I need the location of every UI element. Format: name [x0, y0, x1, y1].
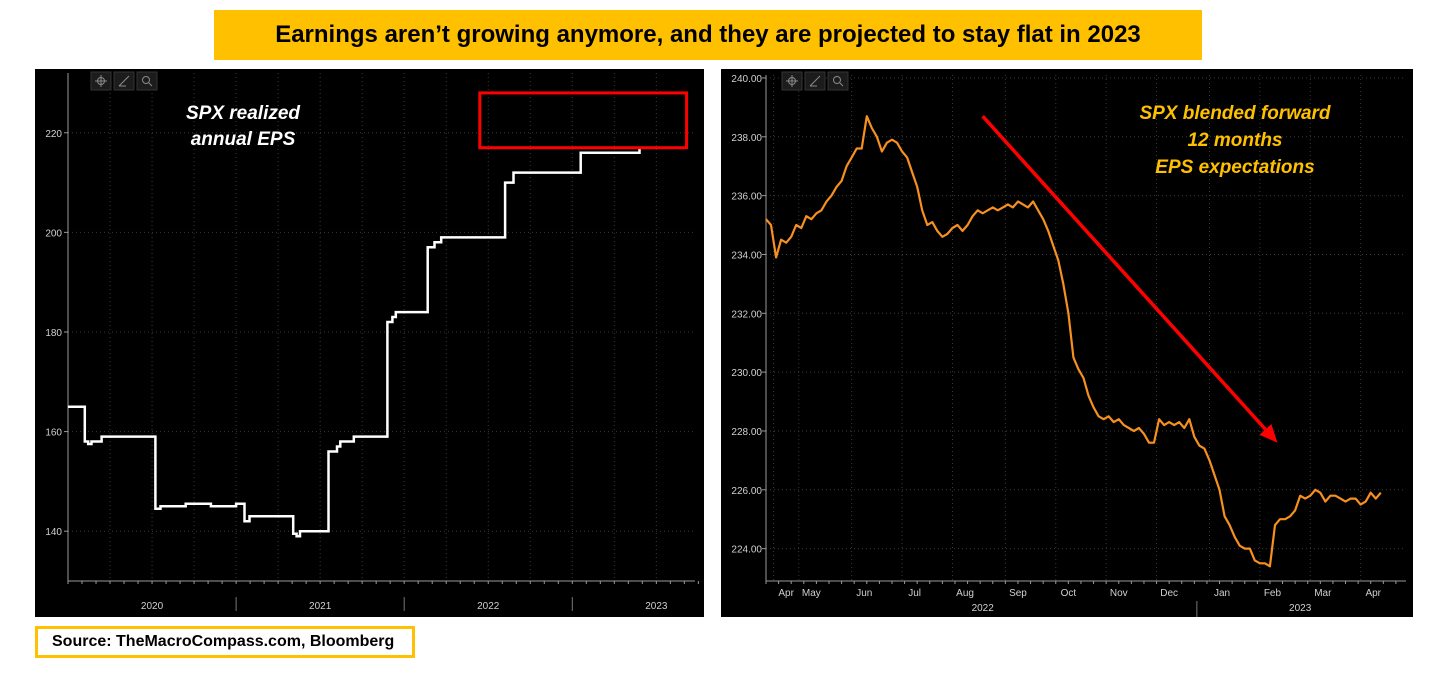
right-xtick-label: Jul	[908, 588, 921, 599]
right-ytick-label: 226.00	[731, 486, 762, 497]
source-box: Source: TheMacroCompass.com, Bloomberg	[35, 626, 415, 658]
right-ytick-label: 238.00	[731, 133, 762, 144]
right-ytick-label: 234.00	[731, 250, 762, 261]
forward-eps-chart: 224.00 226.00 228.00 230.00 232.00 234.00 236.…	[731, 71, 1406, 617]
crosshair-icon	[786, 75, 798, 87]
left-chart-panel: 140 160 180 200 220 2020 2021 2022 2023 SPX reali…	[35, 69, 704, 617]
magnifier-icon	[833, 76, 844, 87]
left-xtick-label: 2021	[309, 601, 332, 612]
magnifier-icon-box	[827, 71, 849, 91]
realized-eps-line	[68, 146, 674, 538]
left-xtick-label: 2022	[477, 601, 500, 612]
right-xtick-label: Oct	[1061, 588, 1077, 599]
left-annotation: SPX realized annual EPS	[186, 103, 300, 150]
draw-line-icon	[809, 75, 821, 87]
left-ytick-label: 180	[45, 328, 62, 339]
right-ytick-label: 236.00	[731, 192, 762, 203]
crosshair-icon	[95, 75, 107, 87]
left-ytick-label: 160	[45, 428, 62, 439]
right-annotation: SPX blended forward 12 months EPS expectat…	[1139, 103, 1330, 178]
right-xtick-label: Dec	[1160, 588, 1178, 599]
right-xtick-label: Sep	[1009, 588, 1027, 599]
right-xtick-label: Feb	[1264, 588, 1282, 599]
magnifier-icon	[142, 76, 153, 87]
highlight-box	[478, 91, 689, 150]
left-xtick-label: 2023	[645, 601, 668, 612]
left-grid	[68, 73, 695, 581]
right-ytick-label: 230.00	[731, 368, 762, 379]
left-ytick-label: 220	[45, 129, 62, 140]
left-xtick-label: 2020	[141, 601, 164, 612]
right-annotation-line: SPX blended forward	[1139, 103, 1330, 124]
chart-title-banner: Earnings aren’t growing anymore, and the…	[214, 10, 1202, 60]
left-annotation-line: SPX realized	[186, 103, 300, 124]
right-xtick-label: May	[802, 588, 821, 599]
right-year-label: 2023	[1289, 603, 1312, 614]
right-xtick-label: Jun	[856, 588, 872, 599]
chart-title: Earnings aren’t growing anymore, and the…	[275, 21, 1141, 48]
realized-eps-chart: 140 160 180 200 220 2020 2021 2022 2023 SPX reali…	[45, 71, 699, 612]
right-chart-panel: 224.00 226.00 228.00 230.00 232.00 234.00 236.…	[721, 69, 1413, 617]
trend-arrow-shaft	[981, 115, 1267, 431]
right-ytick-label: 224.00	[731, 545, 762, 556]
right-ytick-label: 228.00	[731, 427, 762, 438]
right-grid	[766, 75, 1406, 581]
chart-toolbar	[90, 71, 158, 91]
right-xtick-label: Apr	[778, 588, 794, 599]
left-ytick-label: 140	[45, 527, 62, 538]
trend-arrow-head	[1259, 424, 1278, 443]
forward-eps-line	[765, 115, 1382, 568]
right-ytick-label: 240.00	[731, 74, 762, 85]
right-xtick-label: Apr	[1365, 588, 1381, 599]
left-ytick-label: 200	[45, 228, 62, 239]
right-ytick-label: 232.00	[731, 309, 762, 320]
draw-line-icon	[118, 75, 130, 87]
right-year-label: 2022	[972, 603, 995, 614]
magnifier-icon-box	[136, 71, 158, 91]
right-xtick-label: Mar	[1314, 588, 1332, 599]
source-text: Source: TheMacroCompass.com, Bloomberg	[52, 633, 395, 650]
left-annotation-line: annual EPS	[191, 129, 296, 150]
chart-toolbar	[781, 71, 849, 91]
right-annotation-line: EPS expectations	[1155, 157, 1314, 178]
right-xtick-label: Aug	[956, 588, 974, 599]
right-annotation-line: 12 months	[1187, 130, 1282, 151]
right-xtick-label: Jan	[1214, 588, 1230, 599]
right-xtick-label: Nov	[1110, 588, 1128, 599]
